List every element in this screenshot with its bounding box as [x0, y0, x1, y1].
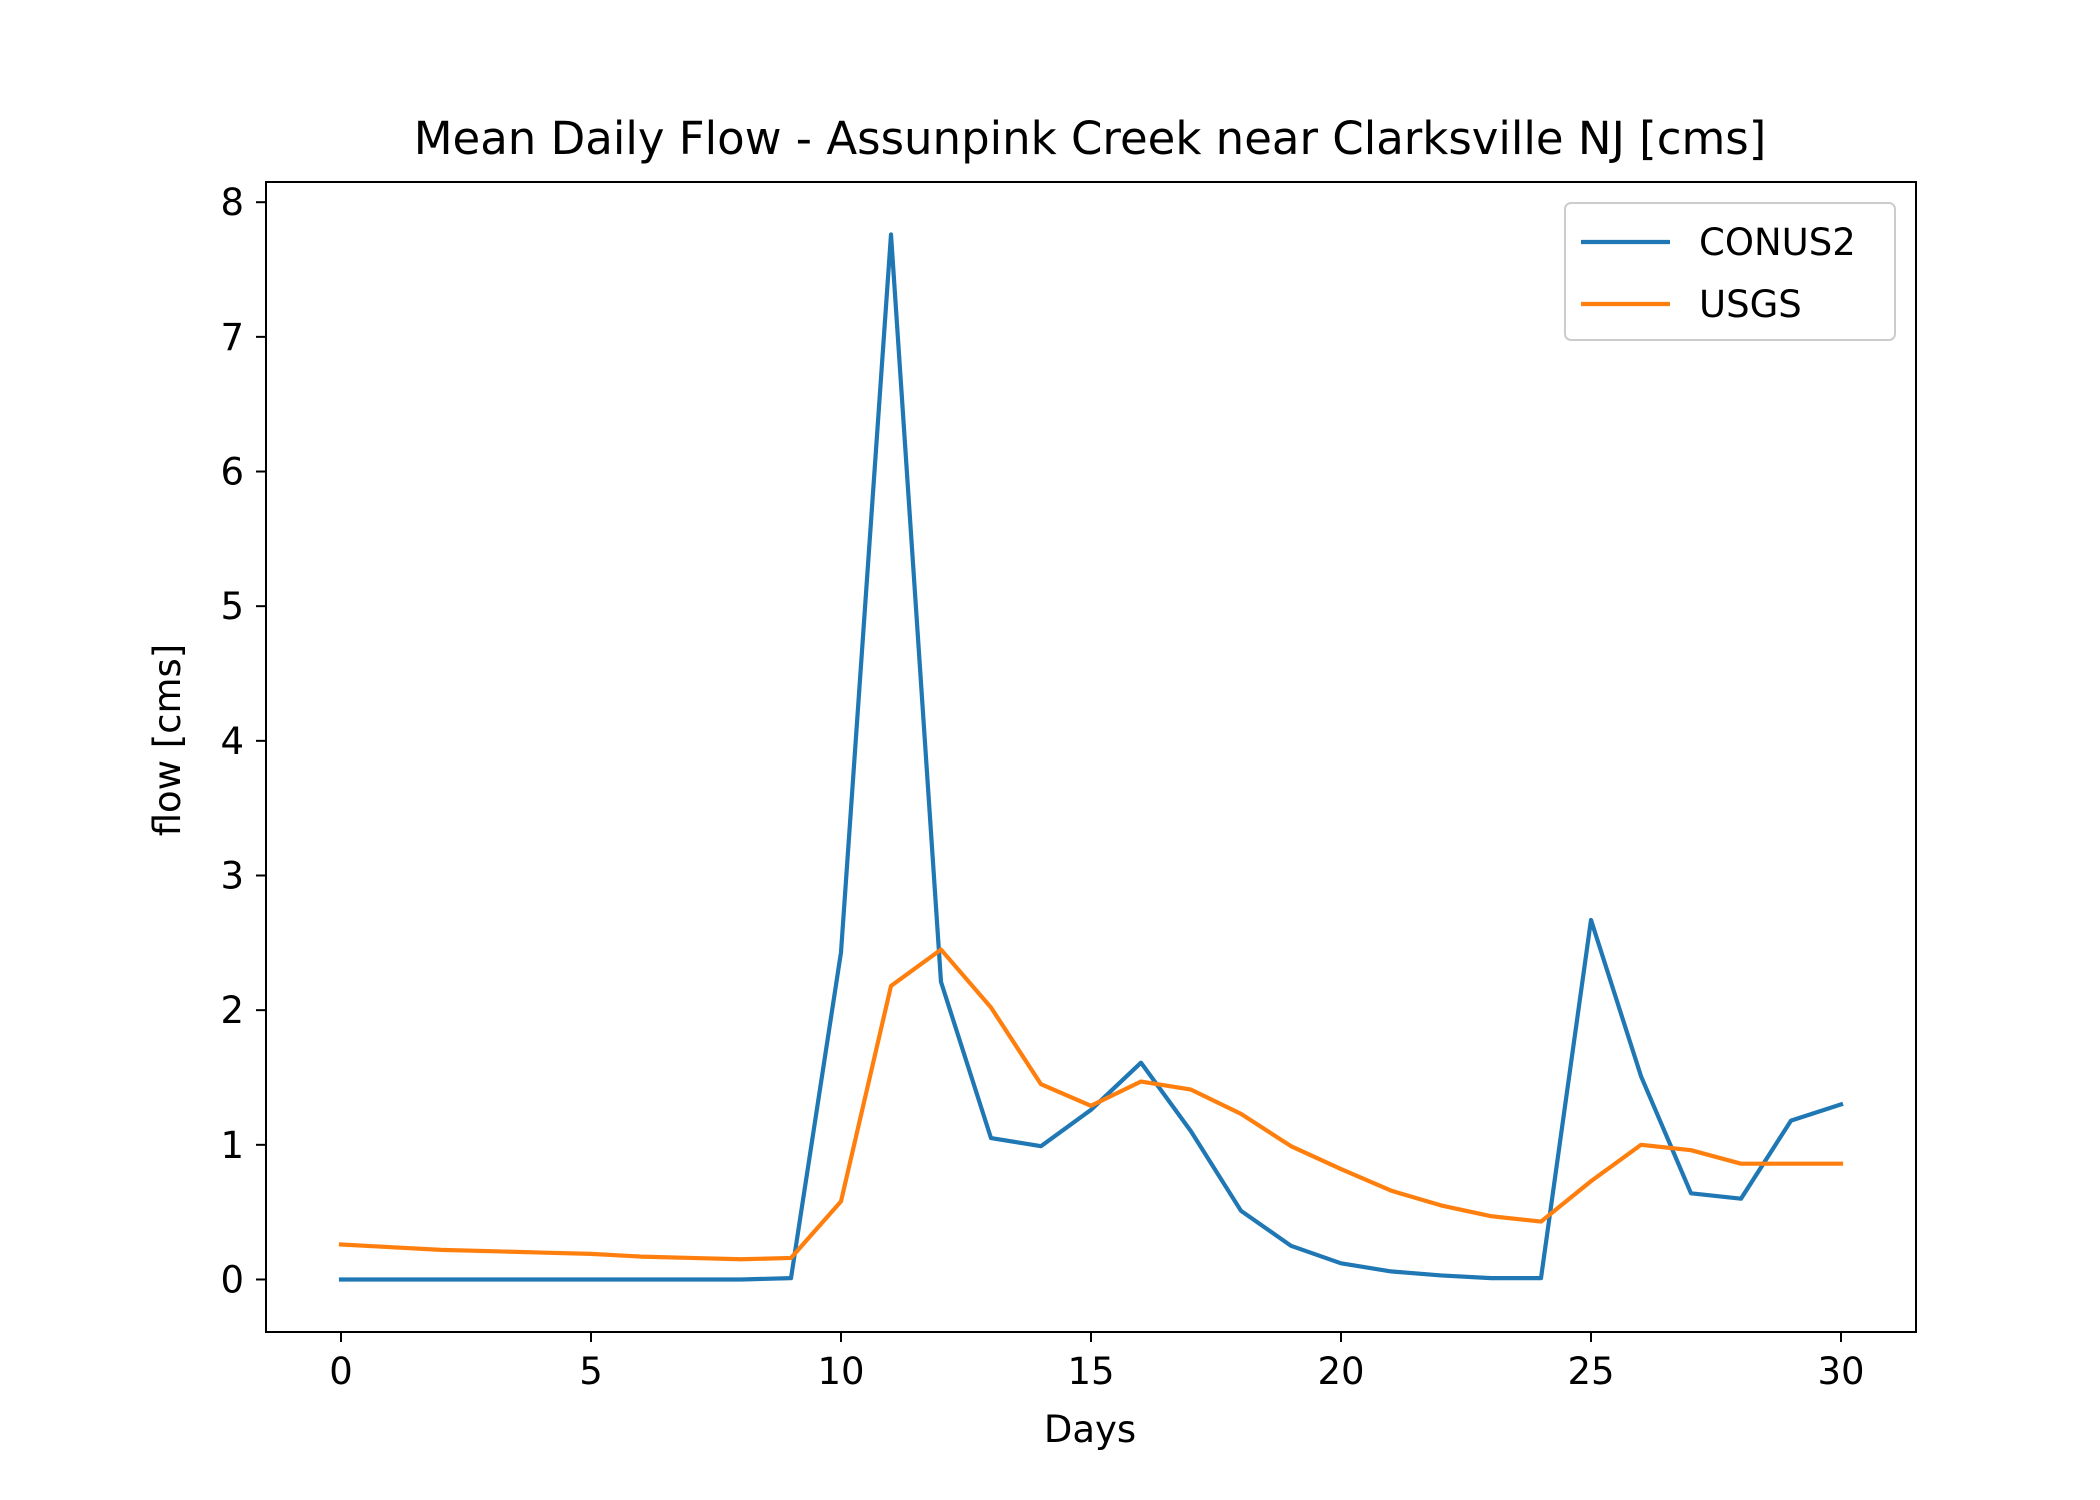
legend-label: CONUS2: [1699, 221, 1856, 264]
x-tick-label: 15: [1067, 1350, 1114, 1393]
y-axis-label: flow [cms]: [146, 644, 189, 837]
y-tick-label: 2: [220, 989, 244, 1032]
series-line-usgs: [338, 947, 1844, 1262]
y-tick-label: 6: [220, 451, 244, 494]
y-tick-label: 8: [220, 181, 244, 224]
x-tick-label: 5: [579, 1350, 603, 1393]
y-tick-label: 7: [220, 316, 244, 359]
y-axis-ticks: 0 1 2 3 4 5 6 7 8: [220, 181, 266, 1301]
x-axis-label: Days: [1044, 1408, 1136, 1451]
x-tick-label: 0: [329, 1350, 353, 1393]
legend: CONUS2 USGS: [1564, 202, 1896, 341]
x-tick-label: 20: [1317, 1350, 1364, 1393]
y-tick-label: 0: [220, 1258, 244, 1301]
x-tick-label: 25: [1567, 1350, 1614, 1393]
legend-label: USGS: [1699, 283, 1802, 326]
x-tick-label: 30: [1817, 1350, 1864, 1393]
y-tick-label: 1: [220, 1124, 244, 1167]
series-layer: [338, 232, 1844, 1282]
y-tick-label: 5: [220, 585, 244, 628]
series-line-conus2: [338, 232, 1844, 1282]
x-axis-ticks: 0 5 10 15 20 25 30: [329, 1332, 1865, 1393]
chart-title: Mean Daily Flow - Assunpink Creek near C…: [414, 112, 1767, 165]
x-tick-label: 10: [817, 1350, 864, 1393]
y-tick-label: 3: [220, 855, 244, 898]
y-tick-label: 4: [220, 720, 244, 763]
